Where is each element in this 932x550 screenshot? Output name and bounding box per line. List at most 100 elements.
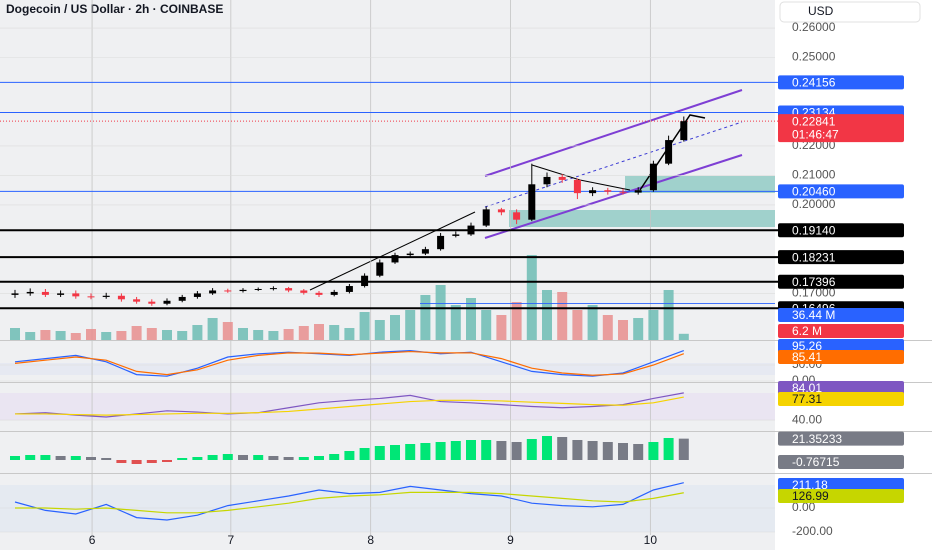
candle-body bbox=[72, 293, 80, 297]
histogram-bar bbox=[466, 440, 476, 460]
candle-body bbox=[452, 234, 460, 236]
volume-bar bbox=[572, 310, 583, 340]
volume-bar bbox=[542, 290, 552, 340]
histogram-bar bbox=[587, 441, 598, 460]
candle-body bbox=[26, 291, 34, 294]
indicator-value: 77.31 bbox=[792, 392, 822, 406]
volume-bar bbox=[405, 310, 416, 340]
histogram-bar bbox=[131, 460, 142, 464]
histogram-bar bbox=[359, 448, 370, 460]
histogram-bar bbox=[283, 457, 294, 460]
last-price-bg bbox=[778, 114, 904, 143]
indicator-value: 85.41 bbox=[792, 350, 822, 364]
volume-bar bbox=[314, 324, 324, 340]
histogram-bar bbox=[435, 442, 446, 460]
candle-body bbox=[421, 249, 429, 254]
indicator-value-bg bbox=[778, 392, 904, 406]
y-tick-label: 0.00 bbox=[792, 500, 816, 514]
x-tick-label: 10 bbox=[644, 533, 658, 547]
histogram-bar bbox=[146, 460, 157, 463]
x-tick-label: 6 bbox=[89, 533, 96, 547]
currency[interactable]: USD bbox=[808, 4, 834, 18]
level-label-bg bbox=[778, 75, 904, 90]
histogram-bar bbox=[405, 444, 416, 460]
volume-bar bbox=[481, 310, 492, 340]
indicator-line bbox=[14, 482, 684, 521]
candle-body bbox=[634, 190, 642, 193]
volume-bar bbox=[268, 331, 279, 340]
volume-bar bbox=[298, 326, 309, 340]
candle-body bbox=[665, 140, 673, 164]
histogram-bar bbox=[25, 455, 36, 460]
indicator-line bbox=[14, 350, 685, 376]
candle-body bbox=[285, 288, 293, 291]
candle-body bbox=[209, 290, 217, 294]
stoch-band bbox=[0, 363, 775, 375]
last-price: 0.22841 bbox=[792, 114, 836, 128]
level-label: 0.19140 bbox=[792, 223, 836, 237]
volume-bar bbox=[344, 328, 355, 340]
candle-body bbox=[406, 253, 414, 256]
volume-bar bbox=[390, 315, 400, 340]
indicator-value-bg bbox=[778, 339, 904, 353]
volume-bar bbox=[602, 315, 613, 340]
indicator-value-bg bbox=[778, 478, 904, 492]
candle-body bbox=[680, 121, 688, 141]
candle-body bbox=[148, 301, 156, 304]
histogram-value-bg bbox=[778, 431, 904, 446]
volume-bar bbox=[55, 331, 66, 340]
histogram-bar bbox=[298, 457, 309, 460]
candle-body bbox=[513, 212, 521, 220]
volume-bar bbox=[633, 318, 644, 340]
histogram-bar bbox=[86, 457, 96, 460]
volume-ma-label-bg bbox=[778, 308, 904, 322]
volume-label: 6.2 M bbox=[792, 324, 822, 338]
histogram-bar bbox=[238, 455, 248, 460]
histogram-bar bbox=[374, 446, 385, 460]
candle-body bbox=[300, 290, 308, 293]
volume-bar bbox=[238, 328, 248, 340]
histogram-bar bbox=[192, 457, 203, 460]
indicator-line bbox=[15, 491, 684, 514]
y-tick-label: 0.25000 bbox=[792, 50, 836, 64]
volume-bar bbox=[86, 329, 96, 340]
indicator-value: 211.18 bbox=[792, 478, 828, 492]
indicator-value-bg bbox=[778, 381, 904, 395]
currency-box[interactable] bbox=[779, 1, 921, 23]
volume-bar bbox=[192, 325, 203, 340]
histogram-bar bbox=[101, 458, 112, 460]
candle-body bbox=[543, 176, 551, 185]
volume-bar bbox=[648, 310, 659, 340]
volume-bar bbox=[435, 285, 446, 340]
histogram-bar bbox=[496, 441, 507, 460]
indicator-value-bg bbox=[778, 489, 904, 503]
zone bbox=[509, 210, 775, 227]
level-label-bg bbox=[778, 184, 904, 199]
histogram-bar bbox=[40, 455, 51, 460]
indicator-value: 95.26 bbox=[792, 339, 822, 353]
countdown: 01:46:47 bbox=[792, 127, 839, 141]
volume-bar bbox=[222, 322, 233, 340]
candle-body bbox=[41, 291, 49, 295]
histogram-bar bbox=[542, 436, 552, 460]
channel-bottom bbox=[484, 154, 743, 239]
y-tick-label: 0.26000 bbox=[792, 20, 836, 34]
level-label-bg bbox=[778, 250, 904, 265]
volume-bar bbox=[496, 315, 507, 340]
volume-bar bbox=[420, 295, 431, 340]
candle-body bbox=[437, 235, 445, 250]
candle-body bbox=[11, 293, 19, 295]
pane-separators bbox=[0, 340, 932, 474]
indicator-value-bg bbox=[778, 350, 904, 364]
candle-body bbox=[528, 184, 536, 220]
candle-body bbox=[573, 179, 581, 194]
x-tick-label: 8 bbox=[367, 533, 374, 547]
histogram-bar bbox=[162, 460, 172, 462]
indicator-line bbox=[14, 349, 685, 377]
volume-bar bbox=[101, 332, 112, 340]
histogram-bar bbox=[450, 441, 461, 460]
candle-body bbox=[239, 289, 247, 292]
volume-bar bbox=[207, 318, 218, 340]
histogram-bar bbox=[222, 454, 233, 460]
